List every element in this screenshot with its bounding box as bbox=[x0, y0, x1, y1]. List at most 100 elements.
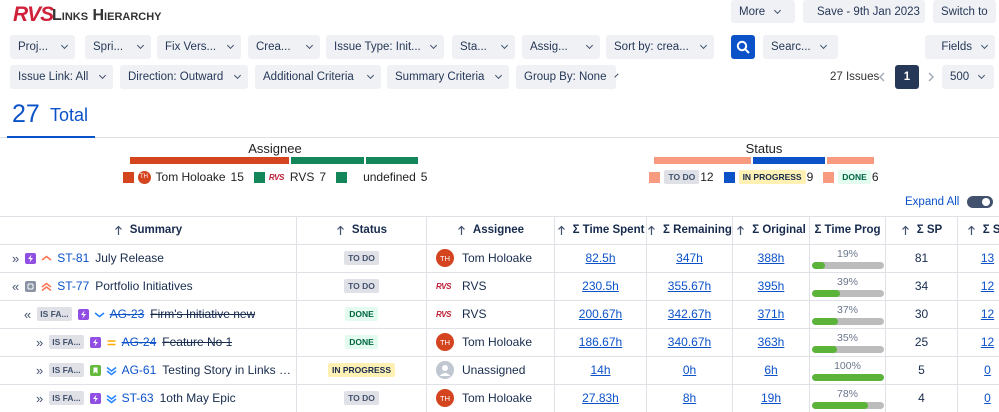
time-value[interactable]: 82.5h bbox=[585, 251, 616, 265]
sp-cell: 5 bbox=[886, 356, 958, 384]
filter-button[interactable]: Direction: Outward bbox=[120, 65, 248, 89]
sort-icon-glyph bbox=[967, 225, 975, 235]
time-value[interactable]: 340.67h bbox=[667, 335, 712, 349]
issue-key[interactable]: ST-63 bbox=[121, 391, 154, 405]
summary-bar bbox=[654, 157, 751, 164]
filter-button[interactable]: Issue Type: Init... bbox=[326, 35, 444, 59]
time-value[interactable]: 186.67h bbox=[578, 335, 623, 349]
row-border bbox=[0, 244, 999, 245]
sp-value[interactable]: 12 bbox=[980, 279, 995, 293]
row-toggle[interactable]: « bbox=[24, 306, 32, 322]
filter-button[interactable]: Spri... bbox=[85, 35, 151, 59]
assignee-cell: TH Tom Holoake bbox=[427, 384, 555, 412]
time-value[interactable]: 230.5h bbox=[582, 279, 619, 293]
assignee-name: Unassigned bbox=[462, 363, 526, 377]
sort-icon bbox=[114, 225, 123, 236]
issue-type-icon bbox=[77, 308, 89, 320]
sp-value[interactable]: 0 bbox=[984, 363, 991, 377]
sp-cell: 12 bbox=[958, 328, 999, 356]
time-value[interactable]: 200.67h bbox=[578, 307, 623, 321]
issue-key[interactable]: AG-23 bbox=[109, 307, 145, 321]
search-button[interactable] bbox=[731, 35, 755, 59]
time-value[interactable]: 395h bbox=[757, 279, 785, 293]
assignee-name: Tom Holoake bbox=[462, 335, 533, 349]
time-value[interactable]: 8h bbox=[682, 391, 697, 405]
time-value[interactable]: 342.67h bbox=[667, 307, 712, 321]
fields-button[interactable]: Fields bbox=[925, 35, 995, 59]
filter-button[interactable]: Sta... bbox=[452, 35, 515, 59]
current-page[interactable]: 1 bbox=[895, 65, 919, 89]
issue-type-icon-glyph bbox=[89, 336, 101, 348]
time-cell: 347h bbox=[647, 244, 733, 272]
search-field[interactable]: Searc... bbox=[763, 35, 838, 59]
sp-value[interactable]: 12 bbox=[980, 307, 995, 321]
time-value[interactable]: 388h bbox=[757, 251, 785, 265]
legend-avatar: TH bbox=[137, 170, 151, 184]
column-header[interactable]: Σ Time Spent bbox=[555, 216, 647, 244]
filter-button[interactable]: Issue Link: All bbox=[10, 65, 113, 89]
time-value[interactable]: 347h bbox=[676, 251, 703, 265]
time-value[interactable]: 363h bbox=[757, 335, 785, 349]
prev-page[interactable] bbox=[877, 71, 887, 83]
column-header[interactable]: Σ SP bbox=[886, 216, 958, 244]
column-header[interactable]: Σ SP bbox=[958, 216, 999, 244]
legend-swatch bbox=[649, 171, 661, 183]
sp-cell: 12 bbox=[958, 300, 999, 328]
legend-value: 5 bbox=[420, 170, 428, 184]
column-header[interactable]: Σ Original bbox=[733, 216, 810, 244]
time-value[interactable]: 6h bbox=[764, 363, 778, 377]
sp-value[interactable]: 12 bbox=[980, 335, 995, 349]
progress-fill bbox=[811, 402, 868, 409]
page-size[interactable]: 500 bbox=[942, 65, 994, 89]
legend-name: Tom Holoake bbox=[155, 170, 226, 184]
issue-key[interactable]: ST-77 bbox=[57, 279, 90, 293]
issue-key[interactable]: AG-61 bbox=[121, 363, 157, 377]
row-toggle[interactable]: » bbox=[36, 362, 44, 378]
sp-cell: 25 bbox=[886, 328, 958, 356]
sp-cell: 30 bbox=[886, 300, 958, 328]
toggle-switch[interactable] bbox=[966, 195, 994, 209]
sp-value[interactable]: 13 bbox=[980, 251, 995, 265]
issue-type-icon-glyph bbox=[77, 308, 89, 320]
summary-bar bbox=[826, 157, 874, 164]
issue-type-icon bbox=[25, 252, 37, 264]
time-value[interactable]: 27.83h bbox=[582, 391, 619, 405]
filter-button[interactable]: Crea... bbox=[248, 35, 320, 59]
issue-type-icon bbox=[89, 336, 101, 348]
column-header[interactable]: Assignee bbox=[427, 216, 555, 244]
more-button[interactable]: More bbox=[731, 0, 795, 23]
switch-button[interactable]: Switch to bbox=[933, 0, 996, 23]
filter-button[interactable]: Sort by: crea... bbox=[606, 35, 714, 59]
time-value[interactable]: 0h bbox=[682, 363, 697, 377]
issue-key[interactable]: AG-24 bbox=[121, 335, 157, 349]
filter-button[interactable]: Additional Criteria bbox=[255, 65, 381, 89]
issue-key[interactable]: ST-81 bbox=[57, 251, 90, 265]
expand-all[interactable]: Expand All bbox=[905, 196, 960, 208]
column-header[interactable]: Status bbox=[297, 216, 427, 244]
filter-button[interactable]: Summary Criteria bbox=[387, 65, 509, 89]
time-value[interactable]: 19h bbox=[760, 391, 782, 405]
row-toggle[interactable]: » bbox=[36, 334, 44, 350]
column-title: Status bbox=[351, 224, 388, 236]
time-value[interactable]: 355.67h bbox=[667, 279, 712, 293]
column-header[interactable]: Σ Time Prog bbox=[810, 216, 886, 244]
status-badge: IN PROGRESS bbox=[327, 363, 396, 377]
sort-icon-glyph bbox=[737, 225, 745, 235]
column-header[interactable]: Summary bbox=[0, 216, 297, 244]
filter-button[interactable]: Fix Vers... bbox=[157, 35, 241, 59]
next-page[interactable] bbox=[926, 71, 936, 83]
time-value[interactable]: 371h bbox=[757, 307, 785, 321]
save-button[interactable]: Save - 9th Jan 2023 bbox=[803, 0, 925, 23]
filter-button[interactable]: Assig... bbox=[522, 35, 600, 59]
summary-cell: » IS FA... AG-24 Feature No 1 bbox=[0, 328, 297, 356]
row-toggle[interactable]: « bbox=[12, 278, 20, 294]
row-toggle[interactable]: » bbox=[36, 390, 44, 406]
filter-button[interactable]: Proj... bbox=[10, 35, 75, 59]
row-toggle[interactable]: » bbox=[12, 250, 20, 266]
sort-icon bbox=[901, 225, 910, 236]
filter-button[interactable]: Group By: None bbox=[516, 65, 616, 89]
sp-value[interactable]: 0 bbox=[984, 391, 991, 405]
sp-value: 4 bbox=[918, 391, 925, 405]
time-value[interactable]: 14h bbox=[590, 363, 611, 377]
column-header[interactable]: Σ Remaining bbox=[647, 216, 733, 244]
